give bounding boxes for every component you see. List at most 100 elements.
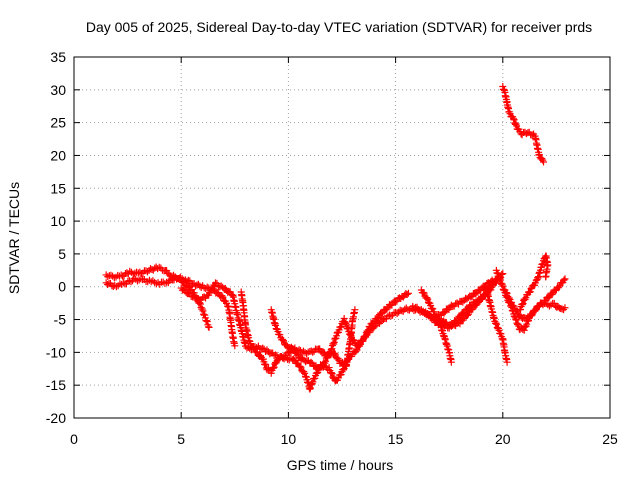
data-point bbox=[526, 288, 534, 296]
data-point bbox=[403, 290, 411, 298]
data-point bbox=[301, 369, 309, 377]
data-point bbox=[404, 289, 412, 297]
data-point bbox=[387, 312, 395, 320]
data-point bbox=[204, 323, 212, 331]
data-point bbox=[203, 317, 211, 325]
data-point bbox=[350, 336, 358, 344]
series-track-b bbox=[102, 273, 239, 350]
data-point bbox=[282, 341, 290, 349]
data-point bbox=[205, 323, 213, 331]
data-point bbox=[419, 289, 427, 297]
y-tick-label: 30 bbox=[50, 82, 66, 98]
data-point bbox=[262, 361, 270, 369]
data-point bbox=[218, 292, 226, 300]
data-point bbox=[378, 310, 386, 318]
y-tick-label: 0 bbox=[58, 279, 66, 295]
data-point bbox=[219, 293, 227, 301]
y-tick-label: 20 bbox=[50, 147, 66, 163]
data-points bbox=[102, 83, 569, 393]
data-point bbox=[487, 278, 495, 286]
series-track-m bbox=[499, 83, 548, 166]
data-point bbox=[430, 308, 438, 316]
data-point bbox=[488, 276, 496, 284]
data-point bbox=[199, 307, 207, 315]
data-point bbox=[561, 275, 569, 283]
data-point bbox=[252, 348, 260, 356]
series-track-c bbox=[177, 270, 507, 393]
data-point bbox=[330, 349, 338, 357]
data-point bbox=[112, 283, 120, 291]
series-track-e bbox=[267, 289, 412, 374]
data-point bbox=[473, 300, 481, 308]
y-tick-label: 5 bbox=[58, 246, 66, 262]
data-point bbox=[200, 310, 208, 318]
data-point bbox=[420, 289, 428, 297]
data-point bbox=[560, 276, 568, 284]
series-track-i bbox=[482, 283, 511, 366]
data-point bbox=[547, 301, 555, 309]
data-point bbox=[469, 305, 477, 313]
series-track-h bbox=[430, 276, 496, 323]
data-point bbox=[270, 363, 278, 371]
data-point bbox=[522, 294, 530, 302]
data-point bbox=[279, 337, 287, 345]
data-point bbox=[493, 320, 501, 328]
data-point bbox=[396, 306, 404, 314]
data-point bbox=[525, 288, 533, 296]
data-point bbox=[512, 316, 520, 324]
x-ticks: 0 5 10 15 20 25 bbox=[70, 57, 618, 447]
data-point bbox=[527, 285, 535, 293]
data-point bbox=[296, 362, 304, 370]
data-point bbox=[492, 319, 500, 327]
data-point bbox=[269, 364, 277, 372]
plot-frame bbox=[73, 56, 611, 419]
data-point bbox=[331, 350, 339, 358]
x-tick-label: 15 bbox=[388, 431, 404, 447]
data-point bbox=[518, 301, 526, 309]
data-point bbox=[510, 115, 518, 123]
data-point bbox=[325, 364, 333, 372]
data-point bbox=[503, 358, 511, 366]
series-track-g bbox=[417, 286, 455, 366]
data-point bbox=[424, 295, 432, 303]
data-point bbox=[293, 349, 301, 357]
data-point bbox=[352, 347, 360, 355]
data-point bbox=[307, 358, 315, 366]
data-point bbox=[203, 318, 211, 326]
data-point bbox=[538, 154, 546, 162]
y-tick-label: 35 bbox=[50, 49, 66, 65]
data-point bbox=[355, 341, 363, 349]
y-tick-label: 10 bbox=[50, 213, 66, 229]
data-point bbox=[456, 320, 464, 328]
data-point bbox=[306, 385, 314, 393]
data-point bbox=[337, 323, 345, 331]
data-point bbox=[297, 363, 305, 371]
data-point bbox=[532, 306, 540, 314]
data-point bbox=[361, 333, 369, 341]
data-point bbox=[149, 277, 157, 285]
data-point bbox=[231, 342, 239, 350]
data-point bbox=[327, 369, 335, 377]
data-point bbox=[440, 309, 448, 317]
data-point bbox=[290, 345, 298, 353]
x-tick-label: 25 bbox=[602, 431, 618, 447]
data-point bbox=[279, 335, 287, 343]
data-point bbox=[561, 304, 569, 312]
data-point bbox=[542, 273, 550, 281]
data-point bbox=[490, 314, 498, 322]
data-point bbox=[512, 315, 520, 323]
data-point bbox=[276, 331, 284, 339]
data-point bbox=[463, 311, 471, 319]
x-axis-label: GPS time / hours bbox=[287, 457, 394, 473]
data-point bbox=[144, 268, 152, 276]
y-ticks: -20 -15 -10 -5 0 5 10 15 20 25 30 35 bbox=[46, 49, 610, 426]
data-point bbox=[423, 294, 431, 302]
data-point bbox=[137, 275, 145, 283]
y-tick-label: 25 bbox=[50, 115, 66, 131]
chart-title: Day 005 of 2025, Sidereal Day-to-day VTE… bbox=[86, 19, 592, 35]
data-point bbox=[555, 284, 563, 292]
data-point bbox=[540, 158, 548, 166]
series-track-k bbox=[501, 275, 569, 323]
data-point bbox=[519, 300, 527, 308]
x-tick-label: 10 bbox=[281, 431, 297, 447]
